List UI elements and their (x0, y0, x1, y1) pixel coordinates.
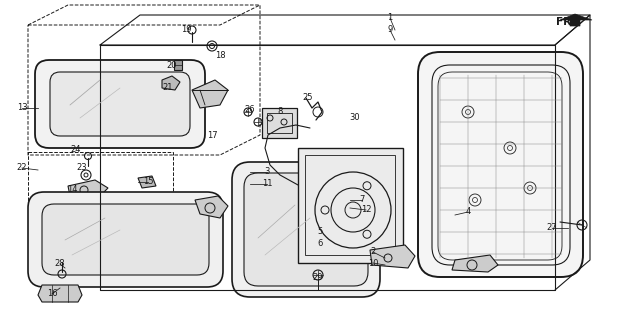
Polygon shape (195, 196, 228, 218)
Text: 2: 2 (370, 247, 376, 257)
Text: 20: 20 (167, 61, 177, 70)
Text: 28: 28 (54, 260, 66, 268)
FancyBboxPatch shape (35, 60, 205, 148)
Text: 25: 25 (303, 93, 313, 102)
Text: 1: 1 (387, 13, 392, 22)
Text: 9: 9 (387, 26, 392, 35)
FancyBboxPatch shape (232, 162, 380, 297)
FancyBboxPatch shape (28, 192, 223, 287)
Text: 26: 26 (245, 106, 255, 115)
FancyBboxPatch shape (418, 52, 583, 277)
Bar (267, 113, 292, 133)
Bar (305, 155, 395, 255)
Polygon shape (192, 80, 228, 108)
Text: 7: 7 (359, 196, 365, 204)
Text: 8: 8 (277, 108, 283, 116)
Text: 10: 10 (368, 259, 378, 268)
Text: 29: 29 (313, 274, 323, 283)
Text: 22: 22 (17, 164, 27, 172)
FancyBboxPatch shape (42, 204, 209, 275)
Polygon shape (138, 176, 156, 188)
Text: 21: 21 (163, 84, 173, 92)
FancyBboxPatch shape (244, 173, 368, 286)
Polygon shape (370, 245, 415, 268)
Bar (28, 152, 173, 240)
Text: 3: 3 (264, 167, 270, 177)
Text: 13: 13 (17, 103, 27, 113)
Polygon shape (68, 180, 108, 198)
Text: 27: 27 (547, 223, 557, 233)
Text: 15: 15 (143, 178, 154, 187)
Bar (262, 108, 297, 138)
Text: 30: 30 (350, 114, 360, 123)
Text: 18: 18 (215, 52, 225, 60)
Polygon shape (38, 285, 82, 302)
Text: 14: 14 (67, 186, 77, 195)
Text: 11: 11 (262, 180, 272, 188)
Polygon shape (452, 255, 498, 272)
Bar (298, 148, 403, 263)
Text: 5: 5 (318, 228, 322, 236)
Text: 4: 4 (465, 207, 470, 217)
Text: 12: 12 (361, 205, 371, 214)
FancyBboxPatch shape (50, 72, 190, 136)
Text: 6: 6 (318, 239, 322, 249)
Text: 19: 19 (181, 26, 191, 35)
Polygon shape (174, 60, 182, 70)
Text: 17: 17 (207, 132, 217, 140)
Text: FR.: FR. (556, 17, 576, 27)
Polygon shape (162, 76, 180, 90)
Text: 23: 23 (77, 164, 87, 172)
Text: 16: 16 (46, 290, 58, 299)
Text: 24: 24 (71, 146, 81, 155)
Polygon shape (560, 14, 592, 26)
